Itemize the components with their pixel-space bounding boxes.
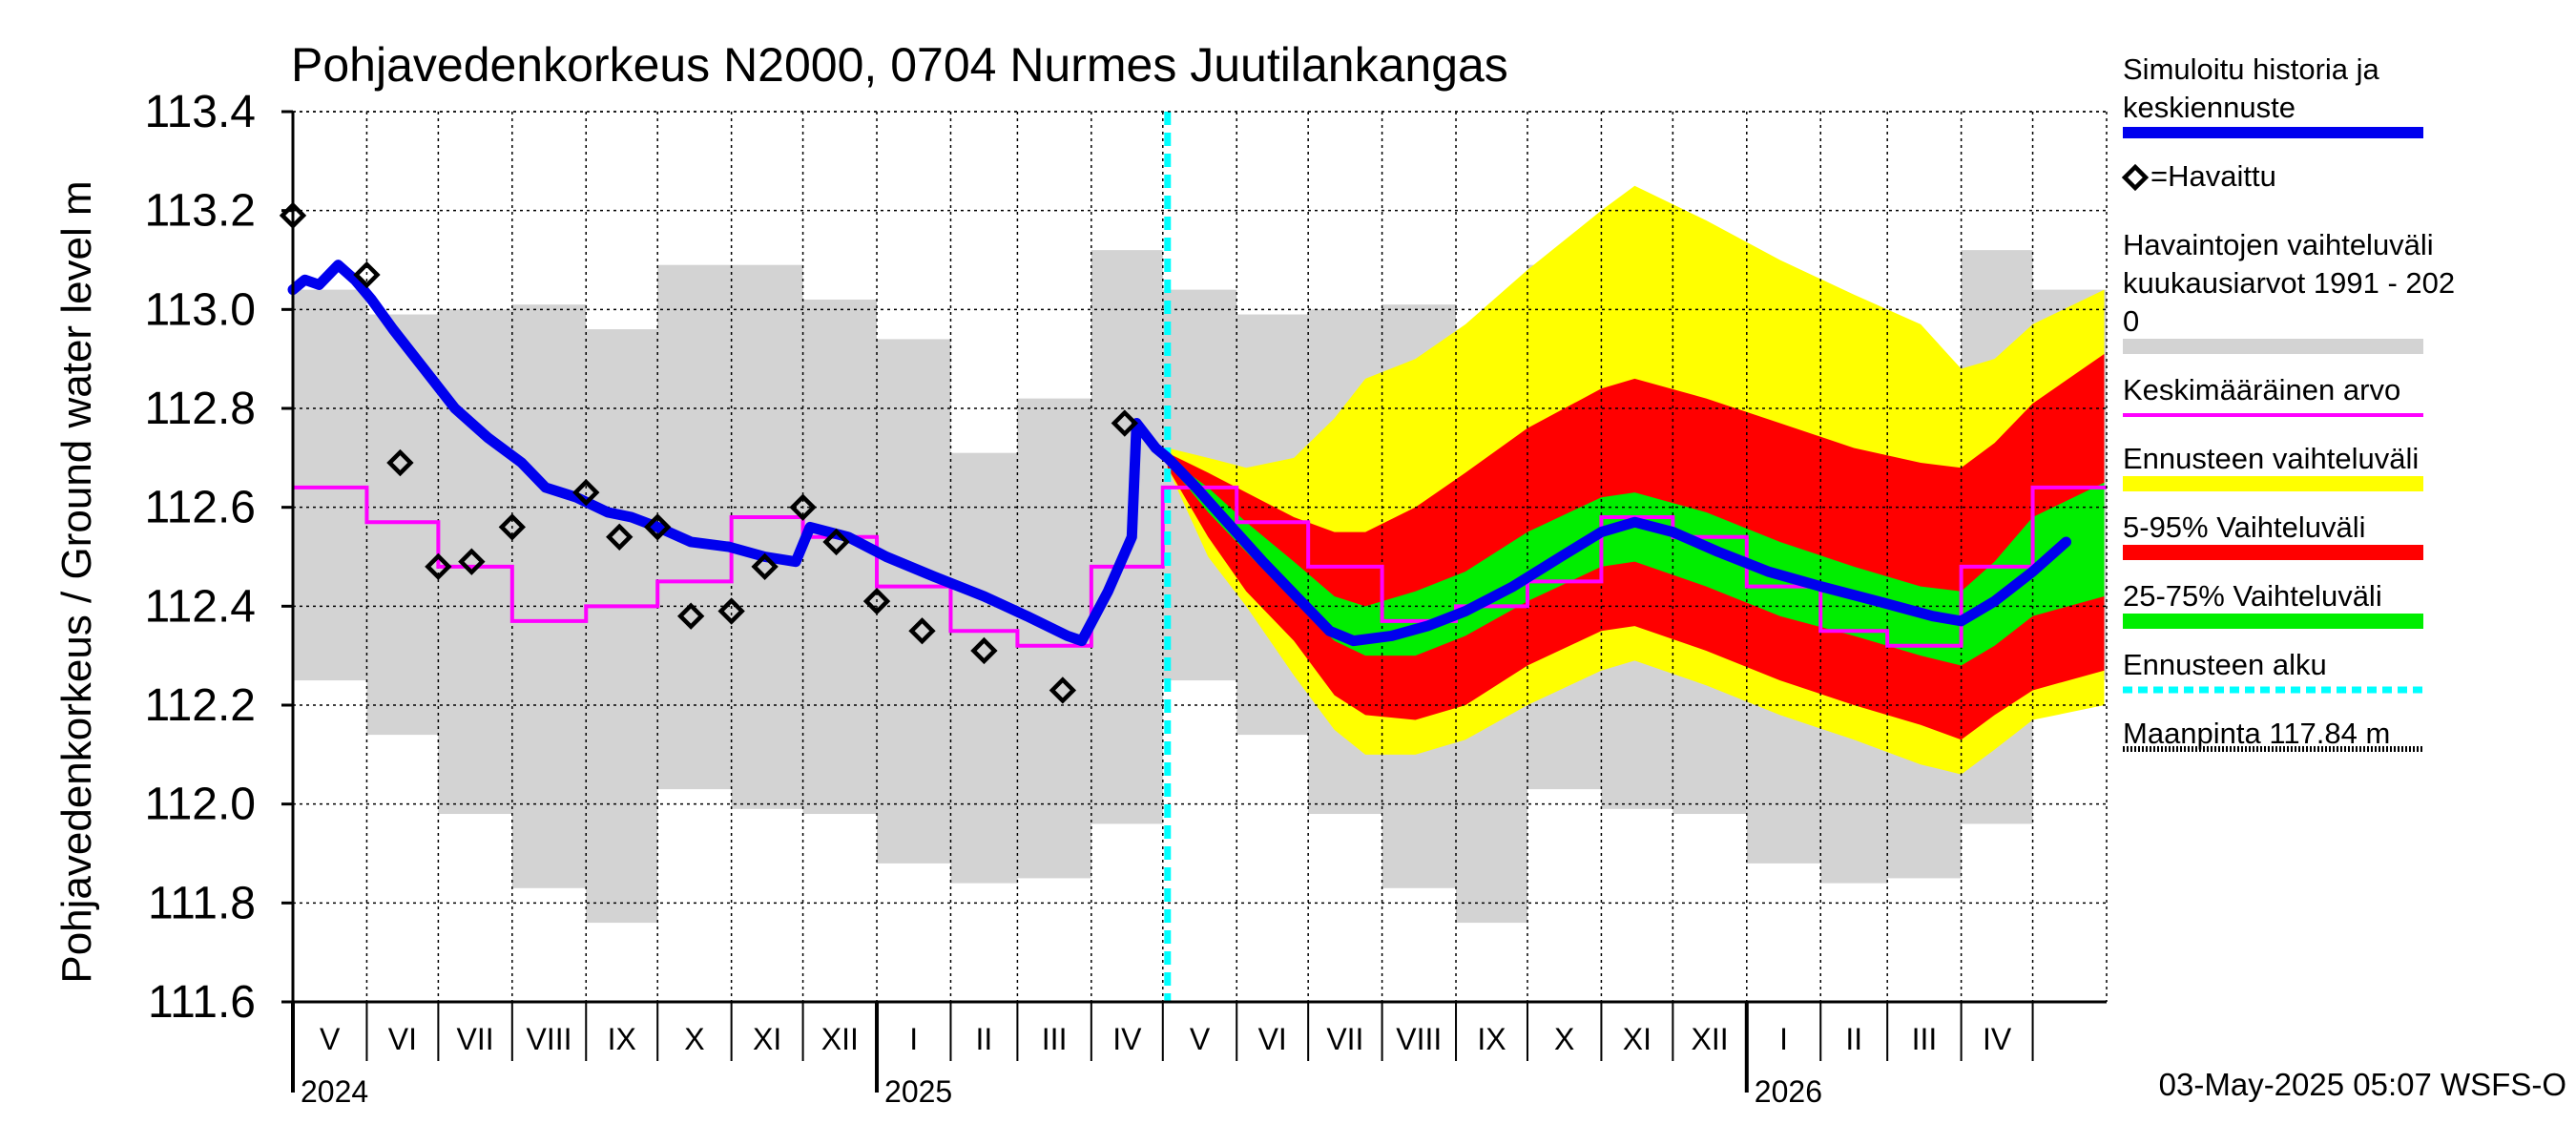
- observed-point: [386, 448, 414, 477]
- x-month-label: VIII: [527, 1022, 572, 1056]
- observed-point: [572, 478, 600, 507]
- axes: 111.6 111.8 112.0 112.2 112.4 112.6 112.8 113.0…: [144, 87, 2108, 1109]
- observed-point: [1111, 409, 1138, 437]
- y-tick-label: 112.6: [144, 483, 256, 533]
- x-month-label: XI: [1623, 1022, 1652, 1056]
- x-month-label: V: [320, 1022, 341, 1056]
- y-tick-label: 111.6: [148, 977, 256, 1028]
- x-month-label: XII: [821, 1022, 859, 1056]
- x-month-label: VII: [1326, 1022, 1363, 1056]
- x-month-label: VIII: [1396, 1022, 1442, 1056]
- footer-timestamp: 03-May-2025 05:07 WSFS-O: [2159, 1067, 2566, 1102]
- legend-marker-observed: [2121, 163, 2150, 192]
- y-tick-label: 111.8: [148, 878, 256, 928]
- y-tick-label: 112.8: [144, 384, 256, 434]
- plot-area: [293, 185, 2107, 924]
- y-tick-label: 113.4: [144, 87, 256, 137]
- observed-point: [717, 597, 745, 625]
- chart-title: Pohjavedenkorkeus N2000, 0704 Nurmes Juu…: [291, 38, 1508, 92]
- x-month-label: X: [684, 1022, 704, 1056]
- history-range-band: [802, 299, 878, 815]
- x-month-label: VII: [457, 1022, 494, 1056]
- x-month-label: XI: [753, 1022, 781, 1056]
- y-tick-label: 112.0: [144, 780, 256, 830]
- x-month-label: V: [1190, 1022, 1211, 1056]
- history-range-band: [731, 264, 803, 809]
- observed-point: [644, 513, 672, 541]
- legend-label: =Havaittu: [2150, 159, 2276, 193]
- legend-label: Ennusteen alku: [2123, 648, 2327, 681]
- legend-label: 25-75% Vaihteluväli: [2123, 579, 2382, 613]
- x-month-label: X: [1554, 1022, 1574, 1056]
- legend-label: Havaintojen vaihteluväli: [2123, 228, 2434, 261]
- observed-point: [822, 528, 850, 556]
- legend-swatch: [2123, 545, 2423, 560]
- legend-swatch: [2123, 476, 2423, 491]
- x-month-label: III: [1042, 1022, 1068, 1056]
- x-month-label: IX: [1477, 1022, 1506, 1056]
- simulated-series-line: [287, 260, 2072, 647]
- x-month-label: VI: [1258, 1022, 1287, 1056]
- history-range-band: [293, 289, 367, 681]
- legend-swatch: [2123, 614, 2423, 629]
- history-range-band: [511, 304, 587, 888]
- legend-label: Simuloitu historia ja: [2123, 52, 2380, 86]
- x-month-label: I: [1779, 1022, 1788, 1056]
- legend-label: keskiennuste: [2123, 91, 2296, 124]
- x-month-label: II: [1845, 1022, 1862, 1056]
- x-year-label: 2026: [1755, 1074, 1822, 1109]
- legend-label: Maanpinta 117.84 m: [2123, 717, 2390, 750]
- x-month-label: XII: [1692, 1022, 1729, 1056]
- legend-label: kuukausiarvot 1991 - 202: [2123, 266, 2455, 300]
- legend-swatch: [2123, 339, 2423, 354]
- observed-point: [425, 552, 452, 581]
- x-month-label: IV: [1112, 1022, 1142, 1056]
- observed-point: [789, 493, 817, 521]
- legend-label: 5-95% Vaihteluväli: [2123, 510, 2365, 544]
- observed-point: [1049, 677, 1077, 704]
- x-month-label: VI: [388, 1022, 417, 1056]
- observed-point: [676, 602, 705, 630]
- observed-point: [862, 587, 891, 615]
- legend-label: Keskimääräinen arvo: [2123, 373, 2400, 406]
- history-range-band: [586, 329, 658, 924]
- legend: Simuloitu historia ja keskiennuste =Havait…: [2121, 52, 2455, 752]
- x-month-label: III: [1912, 1022, 1938, 1056]
- y-tick-label: 113.2: [144, 186, 256, 237]
- y-tick-label: 113.0: [144, 284, 256, 335]
- observed-point: [353, 260, 381, 289]
- forecast-25-75-band: [1167, 457, 2105, 666]
- observed-point: [458, 548, 486, 575]
- observed-point: [970, 636, 998, 665]
- x-month-label: IX: [608, 1022, 636, 1056]
- history-range-band: [950, 452, 1018, 884]
- y-tick-label: 112.4: [144, 581, 256, 632]
- x-month-label: IV: [1983, 1022, 2012, 1056]
- observed-point: [751, 552, 779, 581]
- history-range-band: [438, 309, 512, 815]
- series-layer: [279, 112, 2107, 1002]
- x-year-label: 2025: [884, 1074, 952, 1109]
- y-tick-label: 112.2: [144, 680, 256, 731]
- x-month-label: I: [909, 1022, 918, 1056]
- legend-label: 0: [2123, 304, 2139, 338]
- x-month-label: II: [976, 1022, 993, 1056]
- history-range-band: [366, 314, 439, 736]
- legend-label: Ennusteen vaihteluväli: [2123, 442, 2419, 475]
- observed-point: [606, 523, 634, 551]
- observed-point: [498, 513, 527, 541]
- y-axis-label: Pohjavedenkorkeus / Ground water level m: [53, 180, 100, 983]
- observed-point: [908, 617, 936, 645]
- x-year-label: 2024: [301, 1074, 368, 1109]
